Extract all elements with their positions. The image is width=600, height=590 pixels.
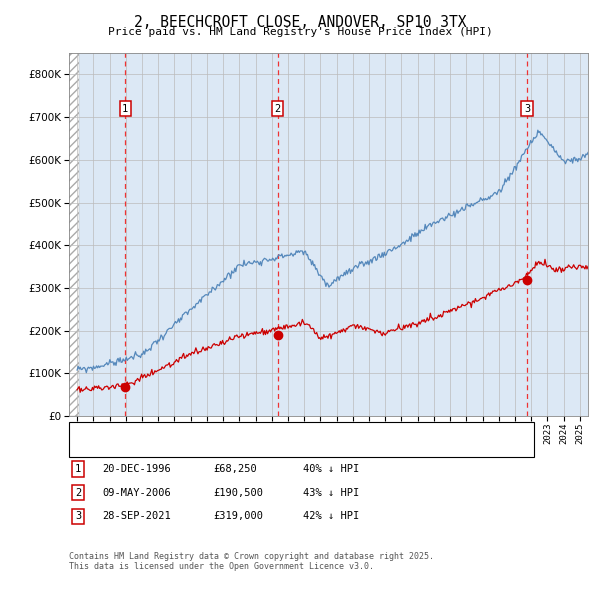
Text: 42% ↓ HPI: 42% ↓ HPI [303,512,359,521]
Text: Contains HM Land Registry data © Crown copyright and database right 2025.
This d: Contains HM Land Registry data © Crown c… [69,552,434,571]
Text: 20-DEC-1996: 20-DEC-1996 [102,464,171,474]
Bar [69,53,79,416]
Text: Price paid vs. HM Land Registry's House Price Index (HPI): Price paid vs. HM Land Registry's House … [107,27,493,37]
Text: 2, BEECHCROFT CLOSE, ANDOVER, SP10 3TX: 2, BEECHCROFT CLOSE, ANDOVER, SP10 3TX [134,15,466,30]
Text: 1: 1 [122,104,128,114]
Text: 2, BEECHCROFT CLOSE, ANDOVER, SP10 3TX (detached house): 2, BEECHCROFT CLOSE, ANDOVER, SP10 3TX (… [101,427,424,437]
Text: 40% ↓ HPI: 40% ↓ HPI [303,464,359,474]
Text: HPI: Average price, detached house, Test Valley: HPI: Average price, detached house, Test… [101,444,377,453]
Text: 43% ↓ HPI: 43% ↓ HPI [303,488,359,497]
Text: 3: 3 [524,104,530,114]
Text: £190,500: £190,500 [213,488,263,497]
Text: 1: 1 [75,464,81,474]
Text: £319,000: £319,000 [213,512,263,521]
Text: 2: 2 [274,104,281,114]
Text: 09-MAY-2006: 09-MAY-2006 [102,488,171,497]
Text: —: — [78,439,90,458]
Text: £68,250: £68,250 [213,464,257,474]
Text: 3: 3 [75,512,81,521]
Text: 28-SEP-2021: 28-SEP-2021 [102,512,171,521]
Text: 2: 2 [75,488,81,497]
Text: —: — [78,422,90,441]
